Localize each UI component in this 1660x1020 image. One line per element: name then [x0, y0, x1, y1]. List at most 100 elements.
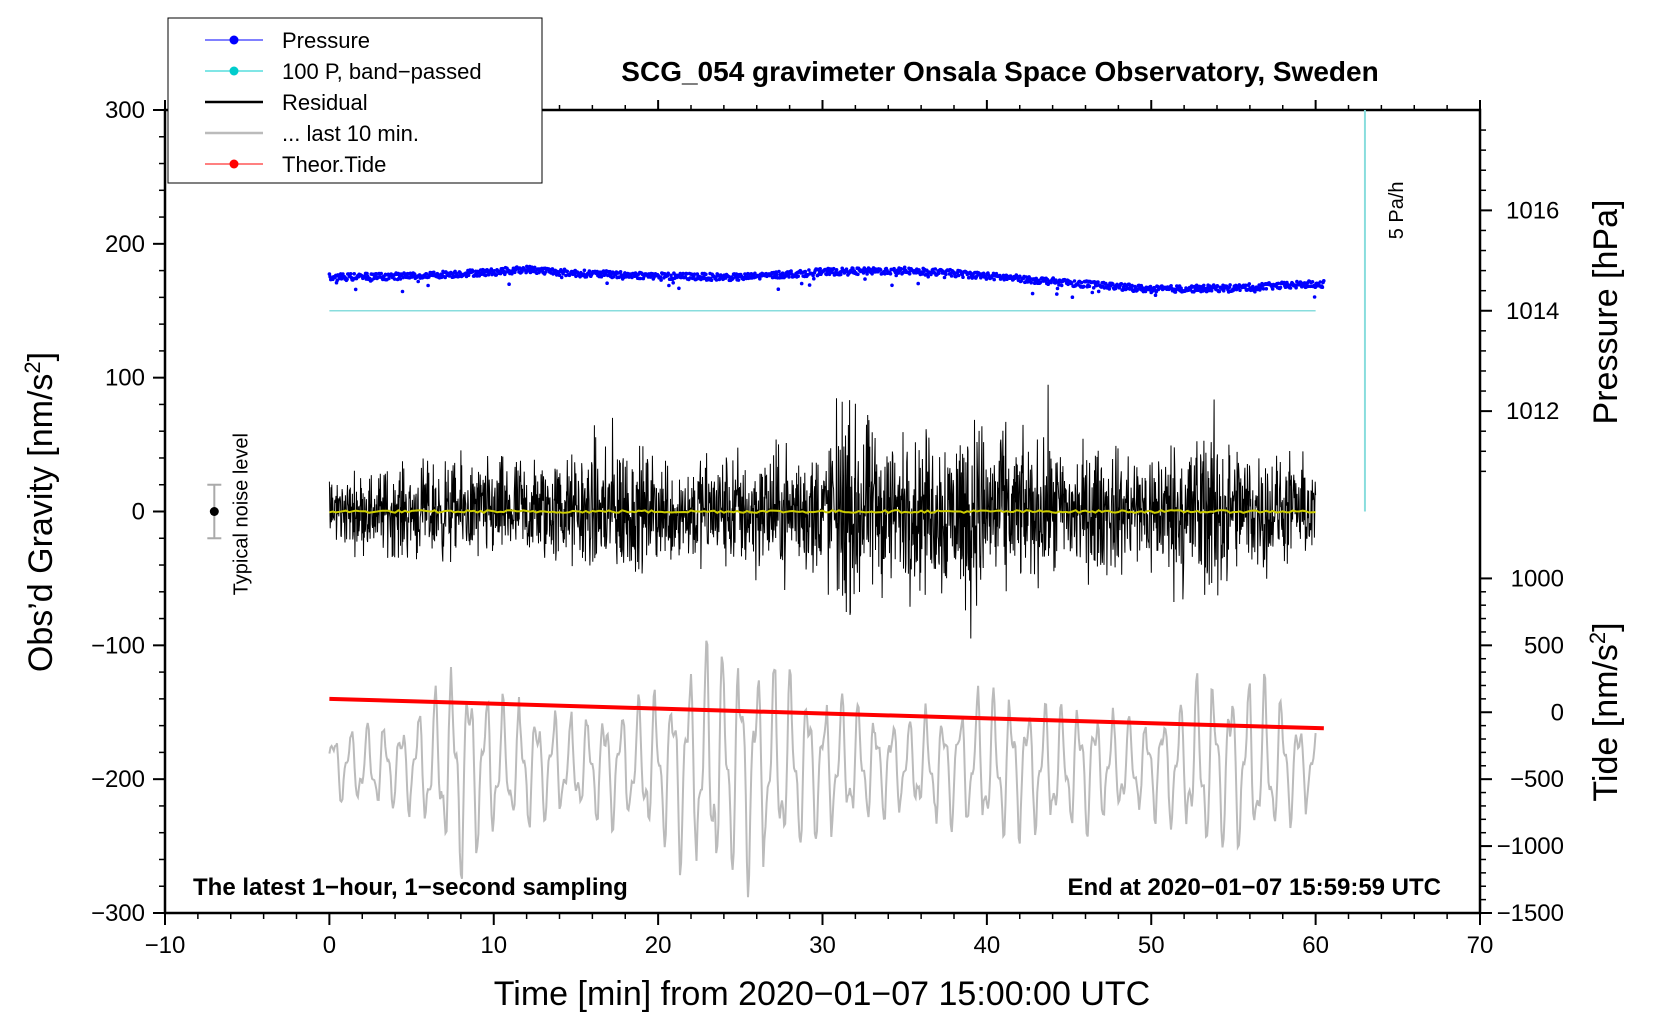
pressure-point: [1320, 285, 1325, 290]
pressure-point: [1211, 283, 1216, 287]
pressure-point: [666, 271, 670, 276]
x-tick-label: 20: [645, 932, 672, 959]
pressure-point: [807, 268, 811, 272]
pressure-point: [1107, 287, 1112, 291]
y-tick-label: 200: [105, 231, 145, 258]
pressure-point: [1072, 279, 1077, 283]
pressure-point: [432, 270, 436, 275]
pressure-point: [1121, 288, 1125, 292]
tide-axis-ticks: 1000 500 0 −500 −1000 −1500: [1480, 565, 1564, 927]
y-tick-label: −200: [91, 766, 145, 793]
pressure-point: [1096, 289, 1101, 294]
pressure-point: [1053, 281, 1058, 285]
pressure-point: [1055, 286, 1060, 291]
scale-bar-label: 5 Pa/h: [1386, 181, 1408, 239]
pressure-point: [345, 277, 349, 282]
pressure-point: [471, 269, 475, 274]
pressure-point: [1228, 283, 1232, 287]
pressure-point: [1069, 281, 1074, 285]
legend-marker: [229, 159, 239, 169]
pressure-point: [870, 272, 874, 276]
pressure-point: [684, 271, 689, 276]
pressure-point: [398, 277, 403, 281]
pressure-point: [1119, 282, 1124, 286]
pressure-point: [917, 268, 921, 272]
pressure-point: [1278, 285, 1283, 290]
pressure-point: [492, 269, 497, 273]
pressure-point: [1038, 280, 1043, 285]
pressure-point: [1153, 293, 1158, 298]
pressure-point: [899, 267, 903, 271]
last-10-min-series: [328, 640, 1317, 898]
theoretical-tide-series: [329, 696, 1324, 731]
legend-entries: Pressure 100 P, band−passed Residual ... la…: [205, 28, 482, 177]
pressure-point: [1197, 284, 1202, 289]
legend: Pressure 100 P, band−passed Residual ... la…: [167, 17, 543, 184]
pressure-point: [824, 272, 829, 277]
pressure-point: [907, 272, 912, 276]
pressure-point: [353, 287, 358, 292]
pressure-point: [863, 277, 867, 281]
pressure-point: [618, 270, 623, 274]
pressure-point: [605, 281, 609, 286]
pressure-point: [956, 273, 961, 278]
pressure-point: [352, 272, 357, 276]
pressure-point: [1004, 273, 1009, 278]
y-axis-title: Obs’d Gravity [nm/s2]: [20, 352, 60, 672]
legend-marker: [229, 66, 239, 76]
pressure-point: [827, 272, 832, 277]
pressure-point: [831, 266, 836, 271]
pressure-tick-label: 1014: [1506, 298, 1559, 325]
tide-tick-label: −500: [1510, 766, 1564, 793]
pressure-point: [1094, 283, 1099, 288]
y-tick-label: 300: [105, 97, 145, 124]
pressure-point: [830, 270, 835, 275]
end-time-note: End at 2020−01−07 15:59:59 UTC: [1067, 874, 1441, 901]
pressure-point: [565, 269, 570, 274]
tide-axis-title: Tide [nm/s2]: [1585, 622, 1625, 801]
pressure-point: [743, 272, 747, 276]
pressure-point: [714, 278, 719, 282]
pressure-point: [856, 272, 860, 277]
x-axis-title: Time [min] from 2020−01−07 15:00:00 UTC: [494, 975, 1150, 1013]
pressure-point: [677, 286, 681, 291]
pressure-point: [1318, 280, 1323, 284]
pressure-point: [426, 283, 430, 288]
pressure-point: [1057, 283, 1061, 287]
tide-tick-label: −1000: [1497, 833, 1564, 860]
pressure-point: [865, 272, 869, 276]
pressure-point: [787, 275, 791, 279]
pressure-point: [937, 271, 941, 276]
pressure-point: [825, 269, 830, 274]
pressure-point: [1079, 280, 1084, 285]
pressure-point: [1243, 283, 1248, 288]
pressure-point: [811, 273, 815, 278]
latest-hour-note: The latest 1−hour, 1−second sampling: [193, 874, 628, 901]
pressure-point: [942, 275, 947, 280]
pressure-point: [1270, 287, 1275, 291]
pressure-point: [758, 277, 762, 281]
pressure-point: [789, 269, 793, 273]
pressure-point: [888, 272, 893, 276]
pressure-point: [1113, 286, 1118, 291]
pressure-point: [1104, 281, 1108, 286]
pressure-point: [416, 279, 421, 284]
y-tick-label: −100: [91, 632, 145, 659]
x-tick-label: 30: [809, 932, 836, 959]
pressure-point: [803, 269, 808, 274]
x-tick-label: 70: [1467, 932, 1494, 959]
pressure-point: [1111, 282, 1115, 287]
pressure-point: [1070, 295, 1075, 300]
pressure-point: [456, 274, 461, 279]
pressure-point: [796, 274, 800, 279]
pressure-point: [1173, 290, 1178, 294]
x-tick-label: 40: [974, 932, 1001, 959]
pressure-point: [1310, 280, 1315, 284]
pressure-point: [379, 271, 384, 276]
pressure-point: [1247, 282, 1252, 286]
noise-level-indicator: Typical noise level: [207, 433, 252, 595]
scale-bar: 5 Pa/h: [1363, 110, 1408, 512]
pressure-point: [365, 271, 369, 276]
pressure-point: [933, 267, 938, 271]
pressure-point: [638, 276, 643, 281]
